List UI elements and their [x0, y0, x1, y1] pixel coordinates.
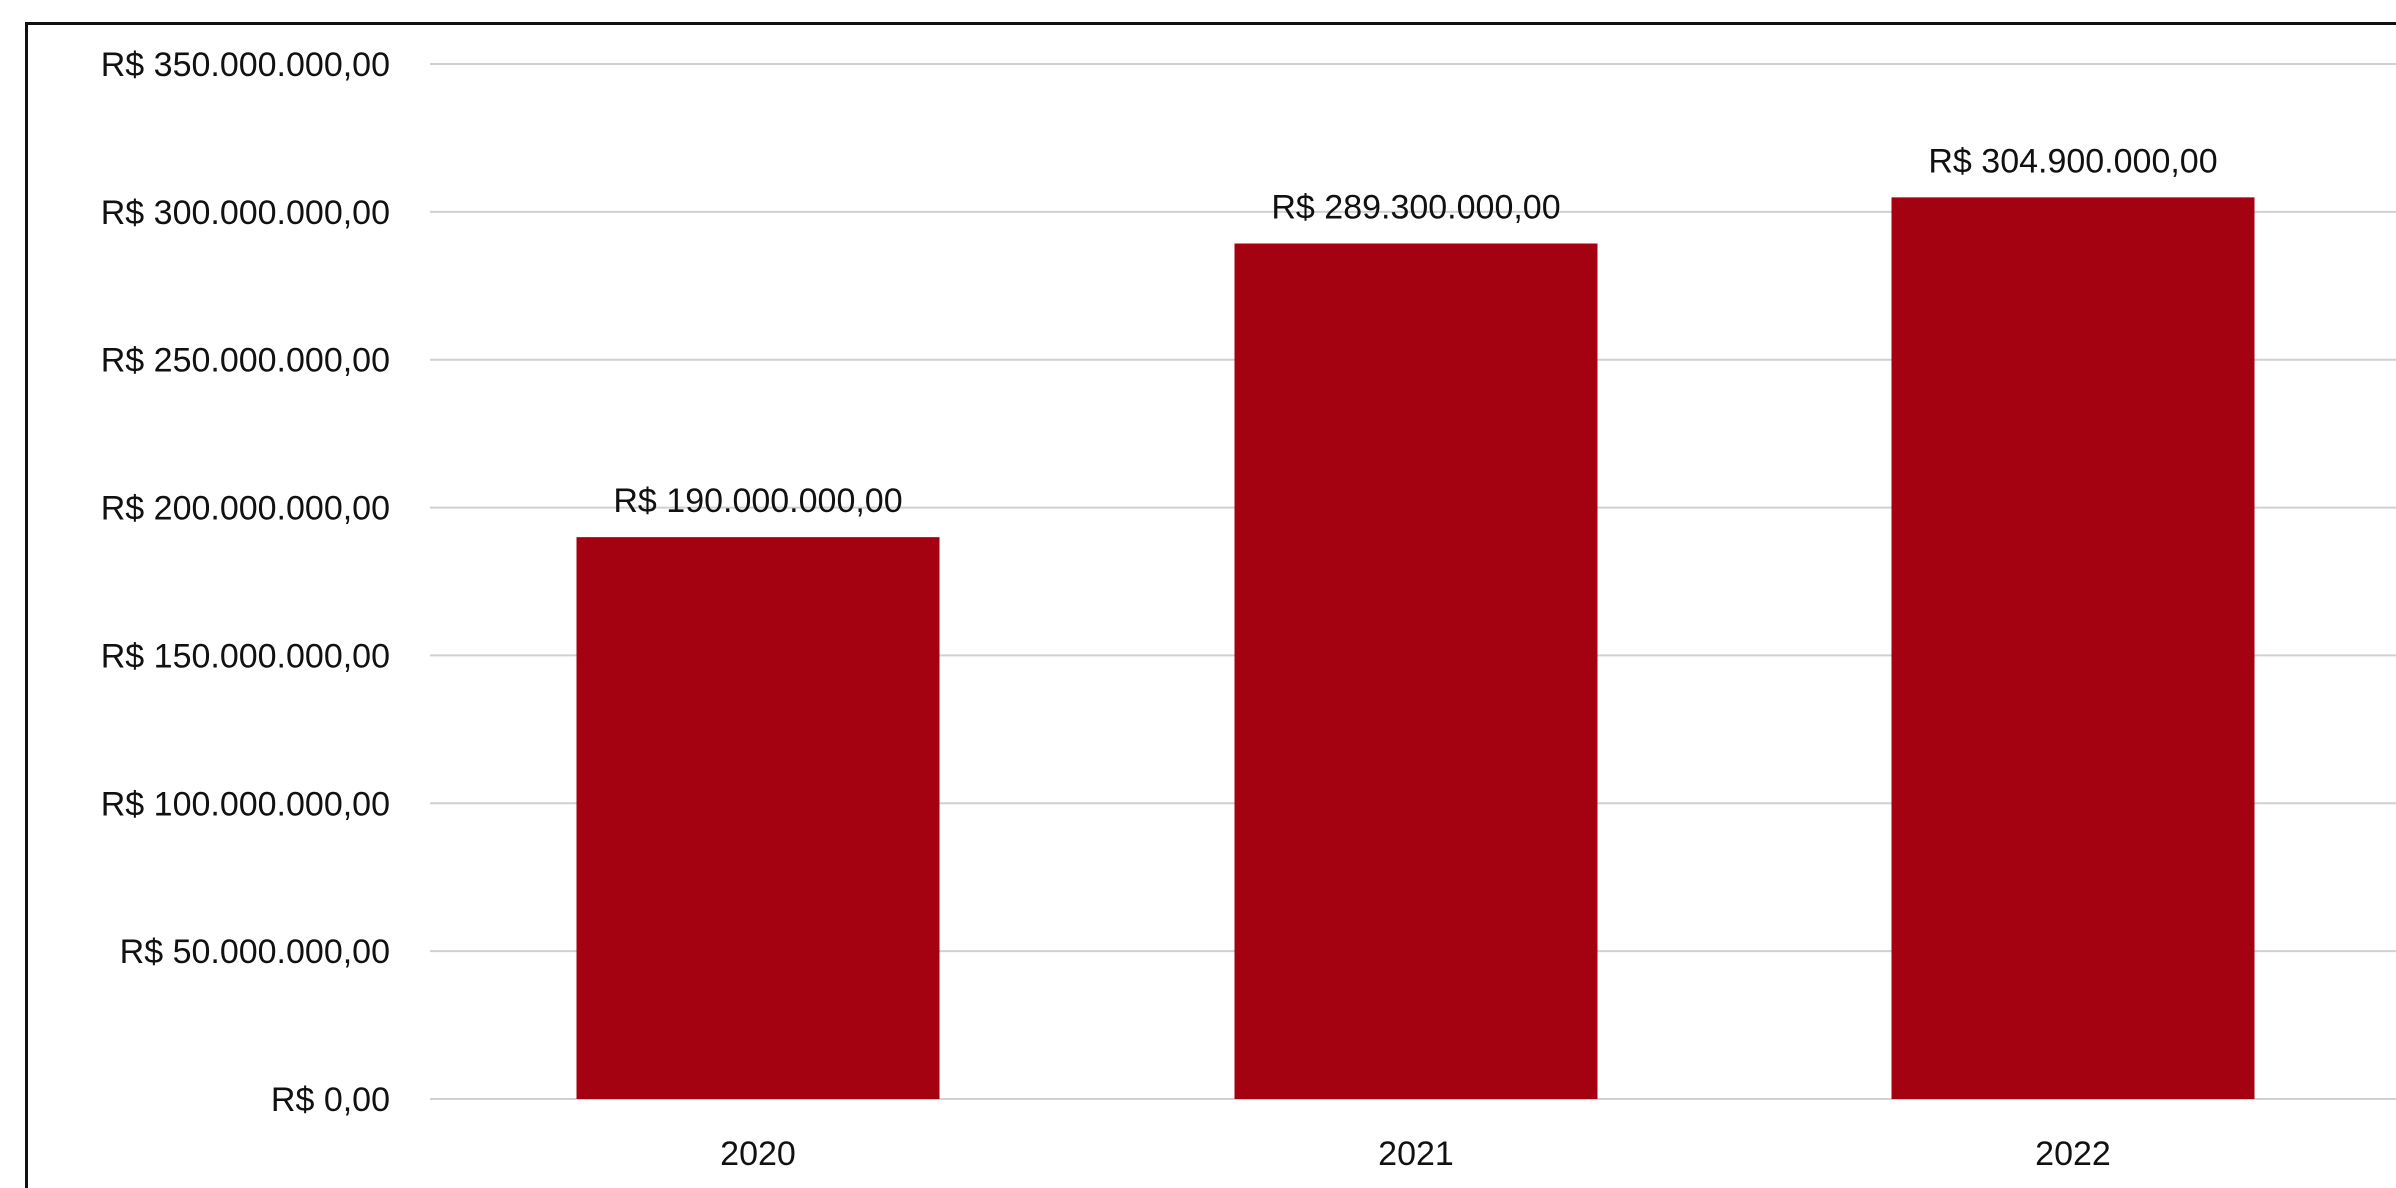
bar-2020 [576, 537, 940, 1099]
y-tick-label: R$ 350.000.000,00 [101, 46, 390, 84]
bar-2021 [1234, 243, 1598, 1100]
y-tick-label: R$ 50.000.000,00 [120, 933, 390, 971]
bar-2022 [1891, 197, 2255, 1100]
y-tick-label: R$ 300.000.000,00 [101, 194, 390, 232]
y-tick-label: R$ 250.000.000,00 [101, 342, 390, 380]
data-label: R$ 289.300.000,00 [1271, 188, 1560, 226]
x-tick-label: 2020 [720, 1135, 796, 1173]
y-tick-label: R$ 100.000.000,00 [101, 785, 390, 823]
data-label: R$ 190.000.000,00 [613, 482, 902, 520]
y-tick-label: R$ 150.000.000,00 [101, 637, 390, 675]
data-label: R$ 304.900.000,00 [1928, 142, 2217, 180]
x-tick-label: 2022 [2035, 1135, 2111, 1173]
x-tick-label: 2021 [1378, 1135, 1454, 1173]
y-tick-label: R$ 200.000.000,00 [101, 490, 390, 528]
y-tick-label: R$ 0,00 [271, 1081, 390, 1119]
